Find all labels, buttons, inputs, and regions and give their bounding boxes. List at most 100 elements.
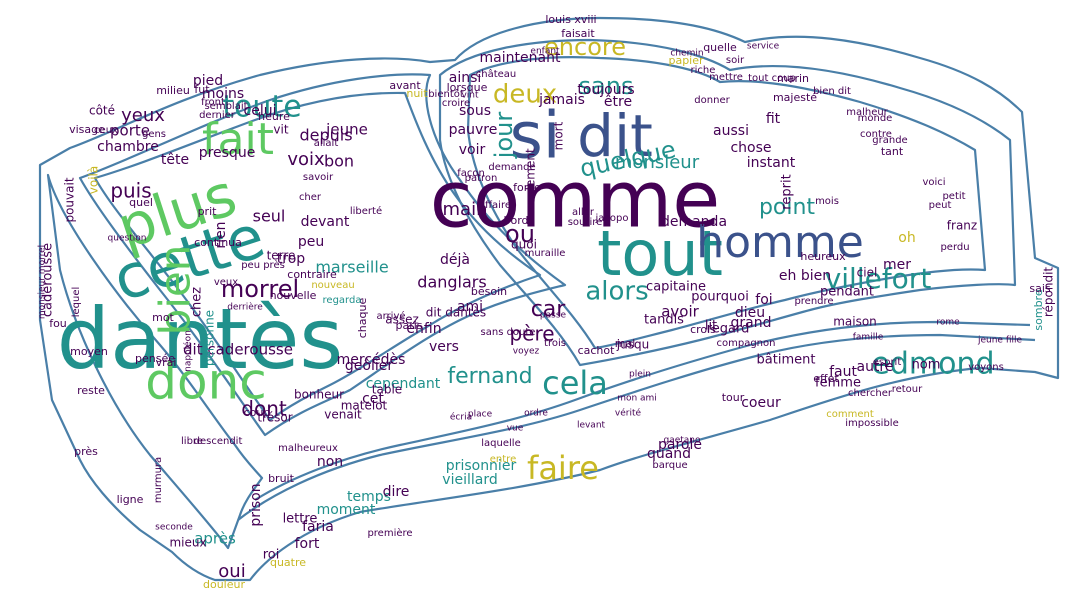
- word-retour: retour: [892, 384, 923, 395]
- word-place: place: [468, 410, 493, 420]
- word-ou: ou: [505, 220, 535, 248]
- word-voyez: voyez: [513, 347, 540, 357]
- word-fut: fut: [194, 83, 210, 96]
- word-capitaine: capitaine: [646, 280, 706, 295]
- word-ordre: ordre: [524, 409, 548, 419]
- word-chaque: chaque: [356, 298, 369, 339]
- word-moment: moment: [317, 502, 376, 518]
- word-sais: sais: [1029, 282, 1051, 295]
- word-point: point: [759, 195, 815, 220]
- word-encore: encore: [544, 33, 626, 61]
- word-esprit: esprit: [873, 357, 902, 368]
- word-croire: croire: [442, 98, 470, 109]
- word-comme: comme: [430, 155, 721, 245]
- word-monsieur-morrel: monsieur morrel: [38, 245, 48, 319]
- word-rome: rome: [936, 318, 960, 328]
- word-deja: déjà: [440, 252, 470, 268]
- word-donc: donc: [145, 353, 267, 411]
- word-sans-doute: sans doute: [481, 327, 536, 338]
- word-marseille: marseille: [315, 258, 388, 277]
- word-jusqu: jusqu: [616, 338, 649, 352]
- word-tout-coup: tout coup: [748, 73, 796, 84]
- word-pauvre: pauvre: [449, 122, 498, 138]
- word-morrel: morrel: [221, 275, 299, 303]
- word-heure: heure: [258, 110, 290, 123]
- word-batiment: bâtiment: [757, 353, 816, 368]
- word-barque: barque: [652, 460, 687, 471]
- word-terre: terre: [267, 249, 296, 263]
- right-page-front: [438, 38, 1017, 367]
- word-pouvait: pouvait: [63, 177, 77, 222]
- word-franz: franz: [947, 219, 977, 233]
- word-mieux: mieux: [169, 536, 206, 550]
- word-nom: nom: [912, 358, 941, 373]
- word-dire: dire: [383, 484, 410, 500]
- word-chambre: chambre: [97, 139, 159, 155]
- word-pied: pied: [193, 73, 223, 89]
- word-maison: maison: [833, 315, 877, 329]
- word-muraille: muraille: [525, 248, 566, 259]
- word-effet: effet: [813, 372, 839, 385]
- word-riche: riche: [691, 65, 716, 76]
- word-peu-pres: peu près: [241, 259, 285, 271]
- word-foi: foi: [755, 292, 772, 308]
- word-pere: père: [509, 322, 554, 346]
- word-nuit: nuit: [406, 87, 428, 100]
- word-lit: lit: [705, 319, 717, 334]
- word-chez: chez: [190, 287, 205, 317]
- word-dernier: dernier: [199, 110, 236, 121]
- word-facon: façon: [457, 168, 485, 179]
- word-caderousse: caderousse: [41, 243, 56, 317]
- word-compagnon: compagnon: [717, 338, 776, 349]
- word-comment: comment: [826, 409, 874, 420]
- word-dieu: dieu: [735, 305, 765, 321]
- word-seconde: seconde: [155, 523, 193, 533]
- book-outline: [38, 16, 1060, 582]
- word-affaire: affaire: [479, 200, 511, 211]
- word-descendit: descendit: [194, 436, 243, 447]
- word-voyons: voyons: [968, 362, 1004, 373]
- left-page-middle: [78, 73, 567, 437]
- word-pres: près: [74, 445, 98, 458]
- word-main: main: [443, 199, 488, 220]
- word-aussi: aussi: [713, 123, 749, 139]
- word-villefort: villefort: [825, 262, 932, 295]
- word-bonheur: bonheur: [294, 388, 344, 402]
- word-heureux: heureux: [800, 250, 846, 263]
- word-cher: cher: [299, 192, 322, 203]
- left-page-front: [46, 173, 264, 550]
- word-jour: jour: [490, 112, 518, 160]
- word-grand: grand: [731, 315, 772, 331]
- word-napoleon: napoléon: [183, 330, 194, 372]
- word-personne: personne: [203, 310, 217, 366]
- word-prisonnier: prisonnier: [446, 458, 517, 474]
- word-fou: fou: [49, 317, 67, 330]
- word-tandis: tandis: [644, 313, 684, 328]
- word-enfin: enfin: [406, 321, 441, 337]
- word-force: force: [513, 181, 541, 194]
- word-continua: continua: [194, 236, 242, 249]
- word-jeune: jeune: [325, 121, 368, 139]
- word-chemin: chemin: [670, 49, 703, 59]
- word-homme: homme: [696, 217, 864, 268]
- word-presque: presque: [199, 145, 256, 161]
- word-quel: quel: [129, 196, 153, 209]
- word-monsieur: monsieur: [615, 152, 700, 173]
- word-sous: sous: [459, 103, 491, 119]
- word-dit-caderousse: dit caderousse: [183, 341, 293, 359]
- word-trop: trop: [277, 251, 306, 267]
- word-voix: voix: [287, 149, 325, 170]
- word-ecria: écria: [450, 412, 472, 423]
- word-service: service: [747, 42, 780, 52]
- word-vue: vue: [507, 424, 524, 434]
- word-arrive: arrivé: [376, 310, 405, 322]
- word-sourire: sourire: [568, 217, 603, 228]
- word-mettre: mettre: [709, 72, 743, 83]
- word-tresor: trésor: [257, 411, 292, 425]
- word-murmura: murmura: [153, 457, 164, 503]
- word-lettre: lettre: [283, 512, 318, 527]
- word-premiere: première: [367, 527, 412, 539]
- word-temps: temps: [347, 489, 391, 505]
- word-crois: crois: [690, 323, 716, 336]
